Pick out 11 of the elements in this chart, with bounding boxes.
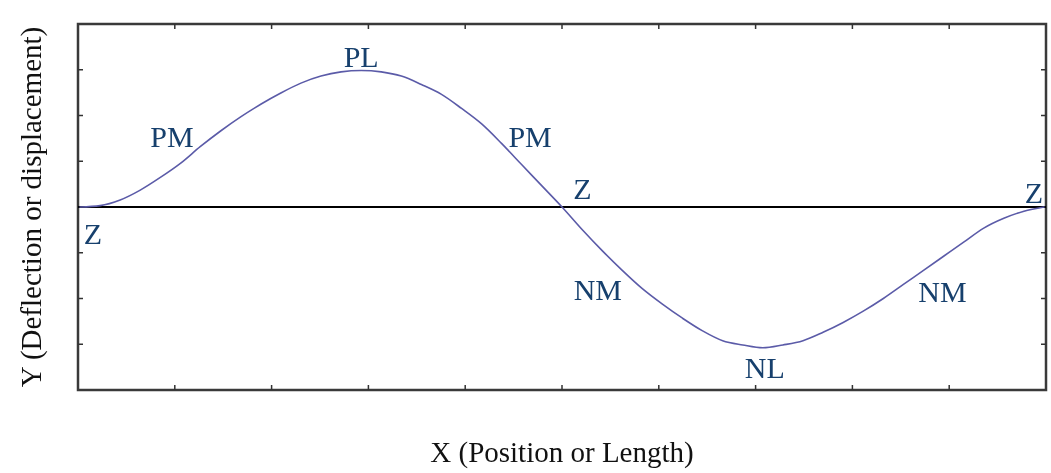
y-axis-title: Y (Deflection or displacement) [15,26,48,388]
annotation: Z [83,216,103,250]
annotation: PM [508,119,552,153]
annotation: Z [1024,175,1044,209]
annotation: NM [918,274,967,308]
annotation: Z [573,171,592,205]
x-axis-title: X (Position or Length) [430,436,694,469]
annotation: PM [150,119,194,153]
annotation: NL [744,350,785,384]
annotation: NM [573,272,622,306]
annotation: PL [343,39,379,73]
